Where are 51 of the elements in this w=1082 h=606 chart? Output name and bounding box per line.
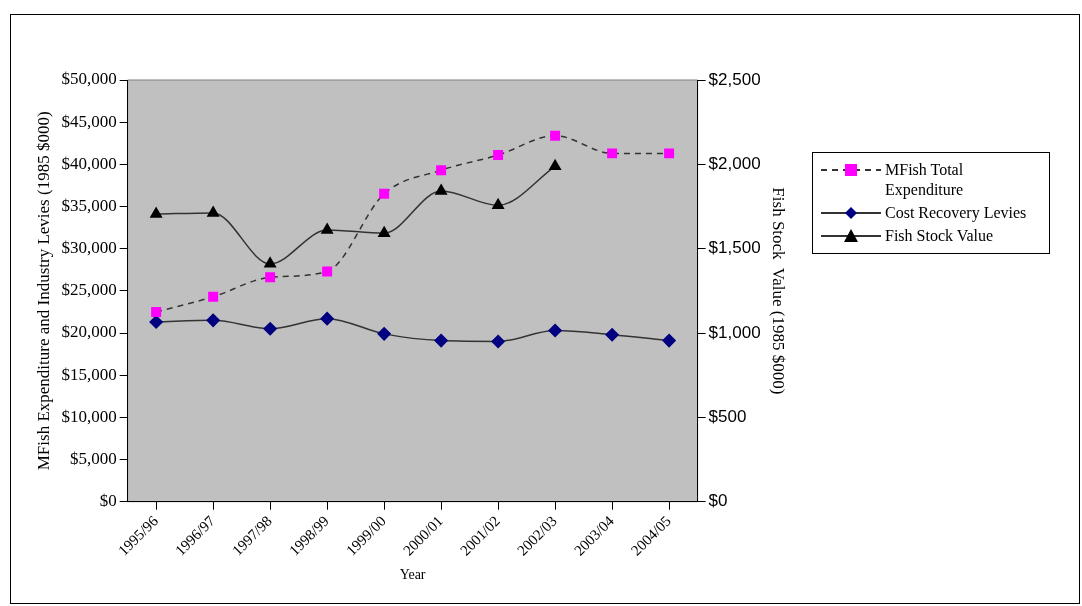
legend-label: MFish Total Expenditure [885, 160, 965, 200]
point [493, 150, 504, 161]
point [378, 226, 391, 237]
y-axis-title: MFish Expenditure and Industry Levies (1985 $000) [33, 111, 53, 471]
point [263, 322, 277, 336]
point [379, 188, 390, 199]
y-tick-label: $5,000 [69, 449, 117, 468]
point [549, 159, 562, 171]
point [206, 313, 220, 328]
legend-label: Fish Stock Value [885, 226, 994, 246]
legend-label: Cost Recovery Levies [885, 203, 1027, 223]
point [151, 306, 162, 317]
point [605, 327, 619, 342]
point [492, 198, 505, 210]
y2-tick-label: $1,500 [708, 238, 761, 258]
point [434, 333, 448, 348]
y-tick-label: $15,000 [61, 364, 117, 384]
y-tick-label: $10,000 [61, 406, 117, 426]
point [607, 148, 618, 159]
point [320, 311, 334, 326]
y2-tick-label: $1,000 [708, 322, 761, 342]
y2-tick-label: $2,500 [708, 69, 761, 89]
y-tick-label: $40,000 [61, 153, 117, 173]
point [548, 323, 562, 338]
point [264, 257, 277, 268]
point [265, 272, 276, 283]
point [491, 334, 505, 349]
point [550, 130, 561, 141]
point [435, 184, 448, 195]
point [436, 165, 447, 176]
point [207, 206, 220, 217]
x-axis-title: Year [399, 567, 426, 583]
point [664, 148, 675, 159]
point [322, 266, 333, 277]
point [377, 327, 391, 341]
y-tick-label: $50,000 [61, 69, 117, 89]
point [150, 207, 163, 218]
y-tick-label: $0 [99, 491, 117, 511]
y2-tick-label: $2,000 [708, 154, 761, 174]
y-tick-label: $20,000 [61, 322, 117, 342]
y2-tick-label: $500 [708, 407, 747, 427]
y2-axis-title: Fish Stock Value (1985 $000) [769, 187, 789, 395]
point [321, 223, 334, 234]
y-tick-label: $35,000 [61, 195, 117, 215]
point [208, 291, 219, 302]
y-tick-label: $25,000 [61, 280, 117, 300]
point [149, 315, 163, 329]
point [662, 333, 676, 348]
y2-tick-label: $0 [708, 491, 728, 511]
y-tick-label: $45,000 [61, 111, 117, 131]
y-tick-label: $30,000 [61, 238, 117, 258]
